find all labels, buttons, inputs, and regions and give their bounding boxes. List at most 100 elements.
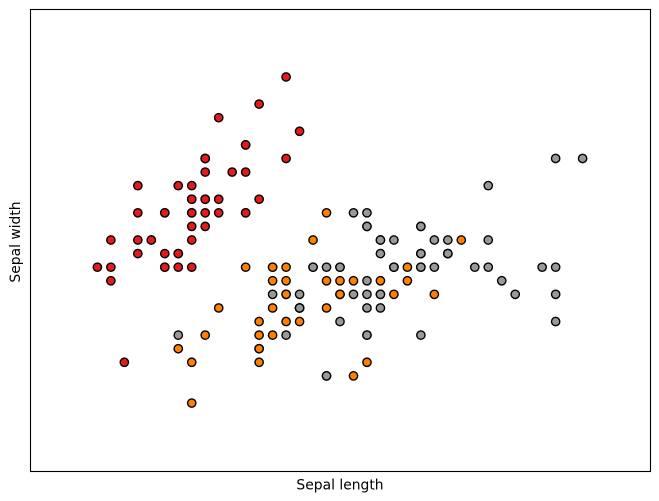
data-point-class-red xyxy=(159,207,170,218)
data-point-class-red xyxy=(173,248,184,259)
data-point-class-gray xyxy=(442,235,453,245)
data-point-class-gray xyxy=(483,180,494,191)
data-point-class-red xyxy=(186,262,197,273)
data-point-class-gray xyxy=(281,330,291,340)
data-point-class-red xyxy=(200,221,211,232)
data-point-class-gray xyxy=(550,262,561,273)
data-point-class-red xyxy=(240,207,251,218)
data-point-class-gray xyxy=(294,289,305,300)
x-axis-label: Sepal length xyxy=(296,477,383,493)
data-point-class-gray xyxy=(308,262,318,273)
data-point-class-orange xyxy=(335,275,345,286)
data-point-class-gray xyxy=(550,316,561,327)
data-point-class-gray xyxy=(389,262,399,273)
data-point-class-orange xyxy=(267,275,278,286)
data-point-class-orange xyxy=(173,343,184,354)
plot-frame xyxy=(29,8,652,473)
data-point-class-gray xyxy=(469,262,480,273)
data-point-class-red xyxy=(213,112,224,123)
y-axis-label: Sepal width xyxy=(8,201,24,282)
data-point-class-gray xyxy=(389,235,399,245)
data-point-class-gray xyxy=(348,207,359,218)
data-point-class-orange xyxy=(321,275,332,286)
data-point-class-red xyxy=(254,99,264,109)
data-point-class-orange xyxy=(429,289,440,300)
data-point-class-gray xyxy=(416,330,426,340)
data-point-class-orange xyxy=(348,275,359,286)
data-point-class-orange xyxy=(254,357,264,368)
data-point-class-gray xyxy=(321,371,332,381)
data-point-class-gray xyxy=(362,289,372,300)
data-point-class-red xyxy=(186,221,197,232)
data-point-class-orange xyxy=(308,235,318,245)
data-point-class-orange xyxy=(186,357,197,368)
data-point-class-orange xyxy=(321,207,332,218)
data-point-class-gray xyxy=(375,235,386,245)
data-point-class-orange xyxy=(213,303,224,313)
data-point-class-gray xyxy=(375,303,386,313)
data-point-class-orange xyxy=(335,289,345,300)
data-point-class-red xyxy=(240,167,251,177)
data-point-class-orange xyxy=(254,316,264,327)
data-point-class-gray xyxy=(483,262,494,273)
data-point-class-gray xyxy=(362,303,372,313)
data-point-class-gray xyxy=(550,289,561,300)
data-point-class-red xyxy=(186,235,197,245)
data-point-class-gray xyxy=(577,153,588,164)
data-point-class-red xyxy=(106,275,116,286)
data-point-class-orange xyxy=(348,371,359,381)
data-point-class-red xyxy=(186,207,197,218)
data-point-class-orange xyxy=(294,316,305,327)
data-point-class-orange xyxy=(281,289,291,300)
data-point-class-red xyxy=(200,167,211,177)
data-point-class-red xyxy=(132,235,143,245)
data-point-class-red xyxy=(200,207,211,218)
data-point-class-orange xyxy=(456,235,467,245)
data-point-class-red xyxy=(159,248,170,259)
data-point-class-red xyxy=(146,235,157,245)
data-point-class-gray xyxy=(375,289,386,300)
data-point-class-orange xyxy=(321,303,332,313)
data-point-class-orange xyxy=(389,289,399,300)
data-point-class-red xyxy=(186,194,197,205)
data-point-class-gray xyxy=(375,248,386,259)
data-point-class-orange xyxy=(267,303,278,313)
data-point-class-orange xyxy=(402,262,413,273)
data-point-class-red xyxy=(213,207,224,218)
data-point-class-gray xyxy=(335,316,345,327)
data-point-class-orange xyxy=(375,275,386,286)
data-point-class-red xyxy=(106,262,116,273)
data-point-class-gray xyxy=(429,262,440,273)
data-point-class-orange xyxy=(267,262,278,273)
data-point-class-gray xyxy=(416,221,426,232)
data-point-class-gray xyxy=(267,289,278,300)
data-point-class-orange xyxy=(402,275,413,286)
data-point-class-orange xyxy=(186,398,197,408)
data-point-class-red xyxy=(132,248,143,259)
data-point-class-gray xyxy=(362,221,372,232)
data-point-class-red xyxy=(132,180,143,191)
data-point-class-orange xyxy=(240,262,251,273)
data-point-class-red xyxy=(106,235,116,245)
data-point-class-gray xyxy=(550,153,561,164)
data-point-class-red xyxy=(213,194,224,205)
data-point-class-red xyxy=(186,180,197,191)
data-point-class-gray xyxy=(483,235,494,245)
data-point-class-red xyxy=(119,357,130,368)
data-point-class-orange xyxy=(200,330,211,340)
data-point-class-red xyxy=(159,262,170,273)
data-point-class-red xyxy=(254,194,264,205)
data-point-class-orange xyxy=(267,330,278,340)
data-point-class-gray xyxy=(173,330,184,340)
data-point-class-gray xyxy=(496,275,507,286)
data-point-class-gray xyxy=(348,289,359,300)
data-point-class-gray xyxy=(510,289,521,300)
data-point-class-gray xyxy=(335,262,345,273)
data-point-class-gray xyxy=(362,275,372,286)
data-point-class-orange xyxy=(281,275,291,286)
data-point-class-red xyxy=(173,262,184,273)
data-point-class-gray xyxy=(429,235,440,245)
data-point-class-orange xyxy=(281,262,291,273)
